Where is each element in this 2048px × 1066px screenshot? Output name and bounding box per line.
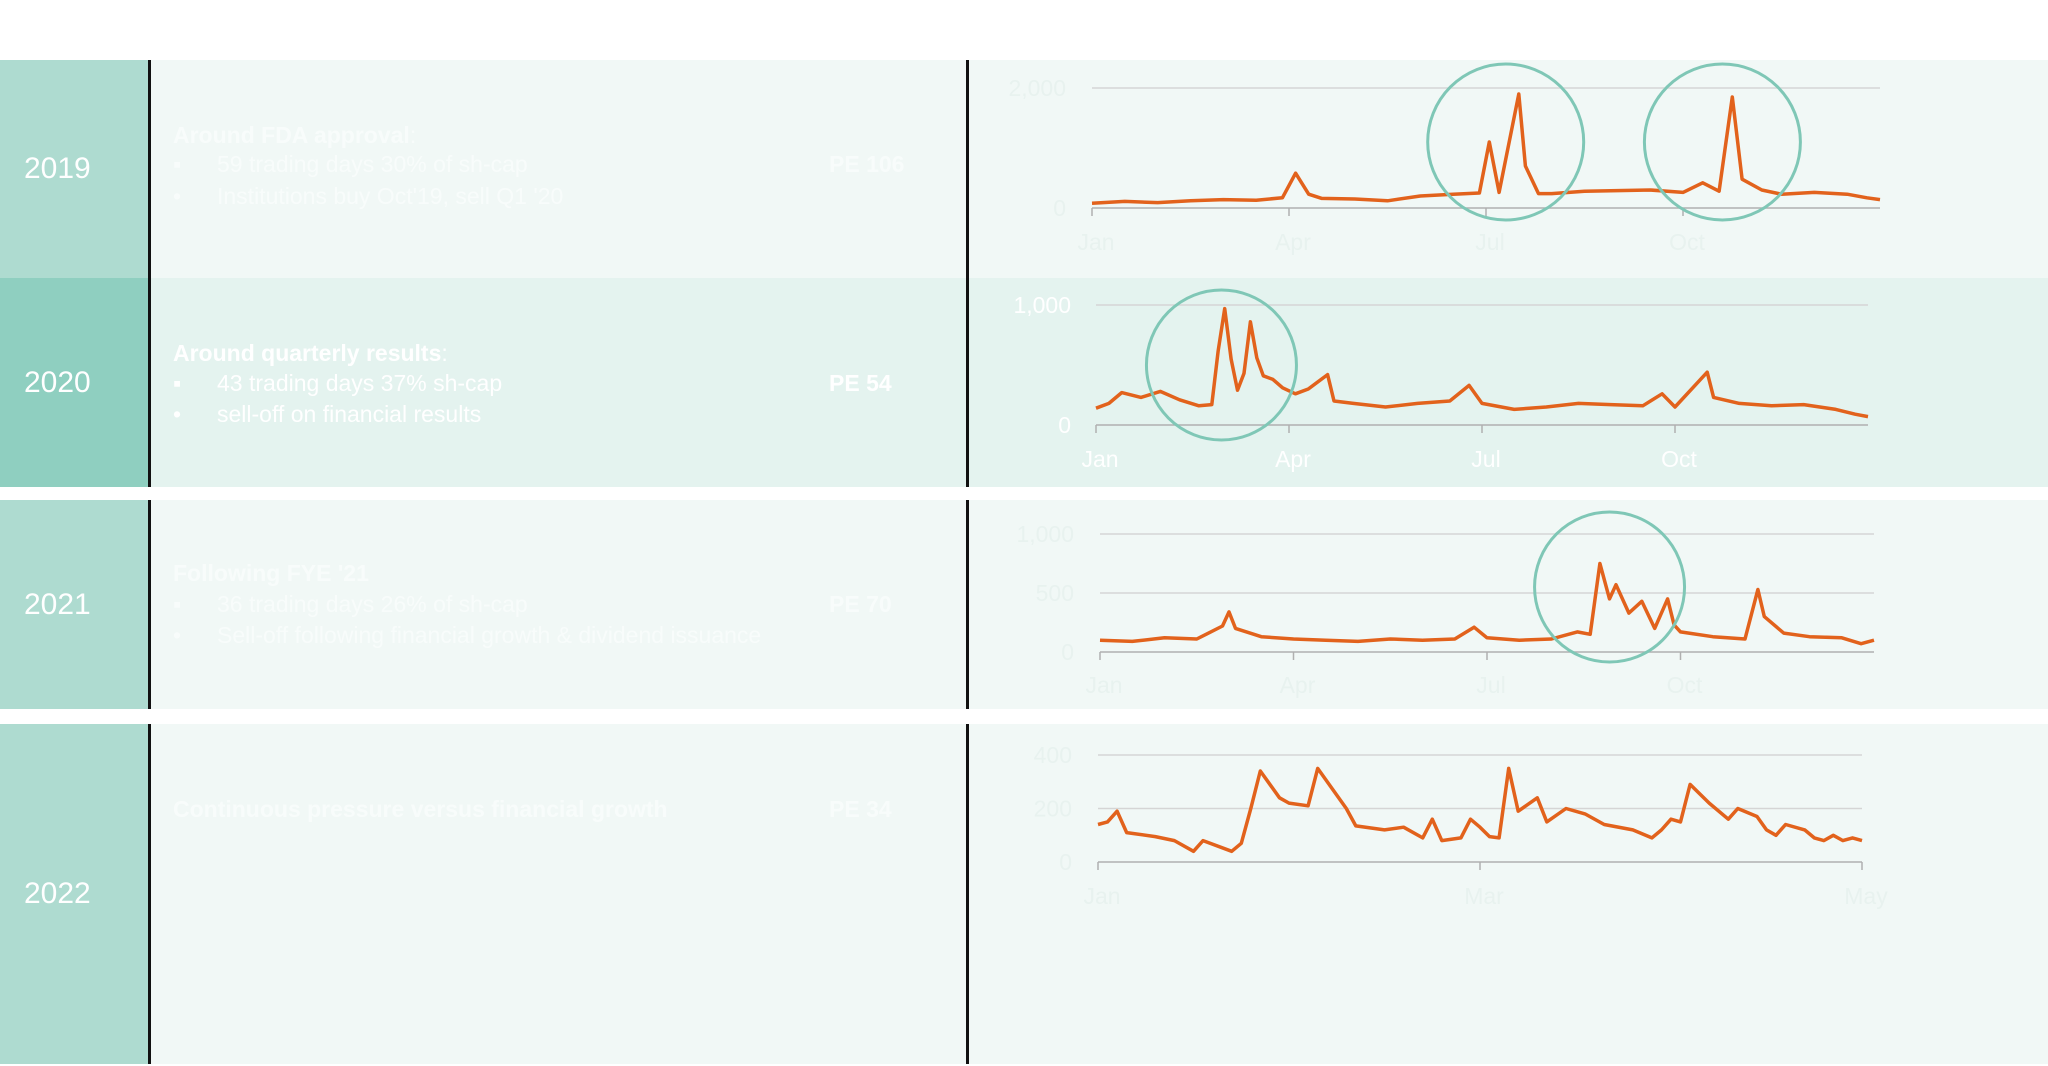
volume-chart-2020: 0 1,000 Jan Apr Jul Oct: [1013, 288, 1869, 472]
bullet-mark: ▪: [173, 370, 182, 396]
bullet-mark: ▪: [173, 591, 182, 617]
y-tick-label: 200: [1034, 796, 1072, 822]
x-tick-label: Apr: [1280, 672, 1316, 698]
pe-ratio: PE 106: [829, 151, 905, 177]
event-bullet: ▪ 59 trading days 30% of sh-cap: [173, 151, 528, 178]
bullet-text: Sell-off following financial growth & di…: [217, 622, 762, 648]
event-bullet: • sell-off on financial results: [173, 401, 481, 428]
event-heading: Around FDA approval:: [173, 122, 416, 149]
y-tick-label: 2,000: [1008, 75, 1066, 101]
y-tick-label: 1,000: [1013, 292, 1071, 318]
highlight-circle: [1533, 510, 1687, 664]
description-cell: Following FYE '21 ▪ 36 trading days 26% of…: [151, 500, 966, 709]
year-label: 2020: [0, 278, 148, 487]
x-tick-label: Mar: [1464, 883, 1504, 909]
event-heading-text: Following FYE '21: [173, 560, 369, 586]
y-tick-label: 1,000: [1016, 521, 1074, 547]
event-bullet: • Institutions buy Oct'19, sell Q1 '20: [173, 183, 563, 210]
column-divider: [148, 500, 151, 709]
volume-series-line: [1099, 561, 1875, 646]
pe-ratio: PE 34: [829, 796, 892, 822]
y-tick-label: 0: [1059, 849, 1072, 875]
y-tick-label: 0: [1058, 412, 1071, 438]
pe-ratio: PE 54: [829, 370, 892, 396]
x-tick-label: Jan: [1081, 446, 1118, 472]
event-heading-suffix: :: [409, 122, 417, 148]
bullet-mark: ▪: [173, 151, 182, 177]
highlight-circle: [1642, 62, 1802, 222]
y-tick-label: 0: [1061, 639, 1074, 665]
volume-chart-2019: 0 2,000 Jan Apr Jul Oct: [1008, 62, 1881, 255]
timeline-row-2020: 2020 Around quarterly results: ▪ 43 trading…: [0, 278, 2048, 487]
x-tick-label: Apr: [1275, 229, 1311, 255]
column-divider: [966, 724, 969, 1064]
timeline-row-2021: 2021 Following FYE '21 ▪ 36 trading days 26…: [0, 500, 2048, 709]
description-cell: Around FDA approval: ▪ 59 trading days 30%…: [151, 60, 966, 278]
year-label: 2022: [0, 724, 148, 1064]
y-tick-label: 400: [1034, 742, 1072, 768]
year-label: 2021: [0, 500, 148, 709]
column-divider: [966, 278, 969, 487]
bullet-text: 36 trading days 26% of sh-cap: [217, 591, 528, 617]
x-tick-label: Oct: [1669, 229, 1705, 255]
event-heading-text: Continuous pressure versus financial gro…: [173, 796, 668, 822]
description-cell: Continuous pressure versus financial gro…: [151, 724, 966, 1064]
x-tick-label: May: [1844, 883, 1888, 909]
x-tick-label: Jan: [1085, 672, 1122, 698]
column-divider: [148, 278, 151, 487]
column-divider: [148, 724, 151, 1064]
x-tick-label: Oct: [1661, 446, 1697, 472]
y-tick-label: 500: [1036, 580, 1074, 606]
event-bullet: ▪ 43 trading days 37% sh-cap: [173, 370, 502, 397]
event-heading-text: Around FDA approval: [173, 122, 410, 148]
x-tick-label: Oct: [1667, 672, 1703, 698]
event-bullet: ▪ 36 trading days 26% of sh-cap: [173, 591, 528, 618]
year-label: 2019: [0, 60, 148, 278]
bullet-text: Institutions buy Oct'19, sell Q1 '20: [217, 183, 564, 209]
event-bullet: • Sell-off following financial growth & d…: [173, 622, 761, 649]
x-tick-label: Apr: [1275, 446, 1311, 472]
volume-series-line: [1095, 306, 1869, 419]
bullet-mark: •: [173, 622, 182, 648]
column-divider: [966, 60, 969, 278]
x-tick-label: Jul: [1475, 229, 1504, 255]
volume-series-line: [1091, 92, 1881, 205]
pe-ratio: PE 70: [829, 591, 892, 617]
volume-series-line: [1097, 766, 1863, 854]
x-tick-label: Jan: [1083, 883, 1120, 909]
description-cell: Around quarterly results: ▪ 43 trading day…: [151, 278, 966, 487]
event-heading: Around quarterly results:: [173, 340, 448, 367]
column-divider: [148, 60, 151, 278]
timeline-row-2019: 2019 Around FDA approval: ▪ 59 trading days…: [0, 60, 2048, 278]
event-heading-suffix: :: [441, 340, 448, 366]
y-tick-label: 0: [1053, 195, 1066, 221]
timeline-row-2022: 2022 Continuous pressure versus financial…: [0, 724, 2048, 1064]
event-heading: Following FYE '21: [173, 560, 369, 587]
highlight-circle: [1426, 62, 1586, 222]
bullet-mark: •: [173, 401, 182, 427]
bullet-text: sell-off on financial results: [217, 401, 482, 427]
highlight-circle: [1144, 288, 1298, 442]
event-heading: Continuous pressure versus financial gro…: [173, 796, 668, 823]
bullet-mark: •: [173, 183, 182, 209]
x-tick-label: Jul: [1471, 446, 1500, 472]
volume-chart-2021: 0 500 1,000 Jan Apr Jul Oct: [1016, 510, 1875, 698]
x-tick-label: Jan: [1077, 229, 1114, 255]
event-heading-text: Around quarterly results: [173, 340, 442, 366]
bullet-text: 59 trading days 30% of sh-cap: [217, 151, 528, 177]
bullet-text: 43 trading days 37% sh-cap: [217, 370, 503, 396]
volume-chart-2022: 0 200 400 Jan Mar May: [1034, 742, 1889, 909]
column-divider: [966, 500, 969, 709]
x-tick-label: Jul: [1476, 672, 1505, 698]
